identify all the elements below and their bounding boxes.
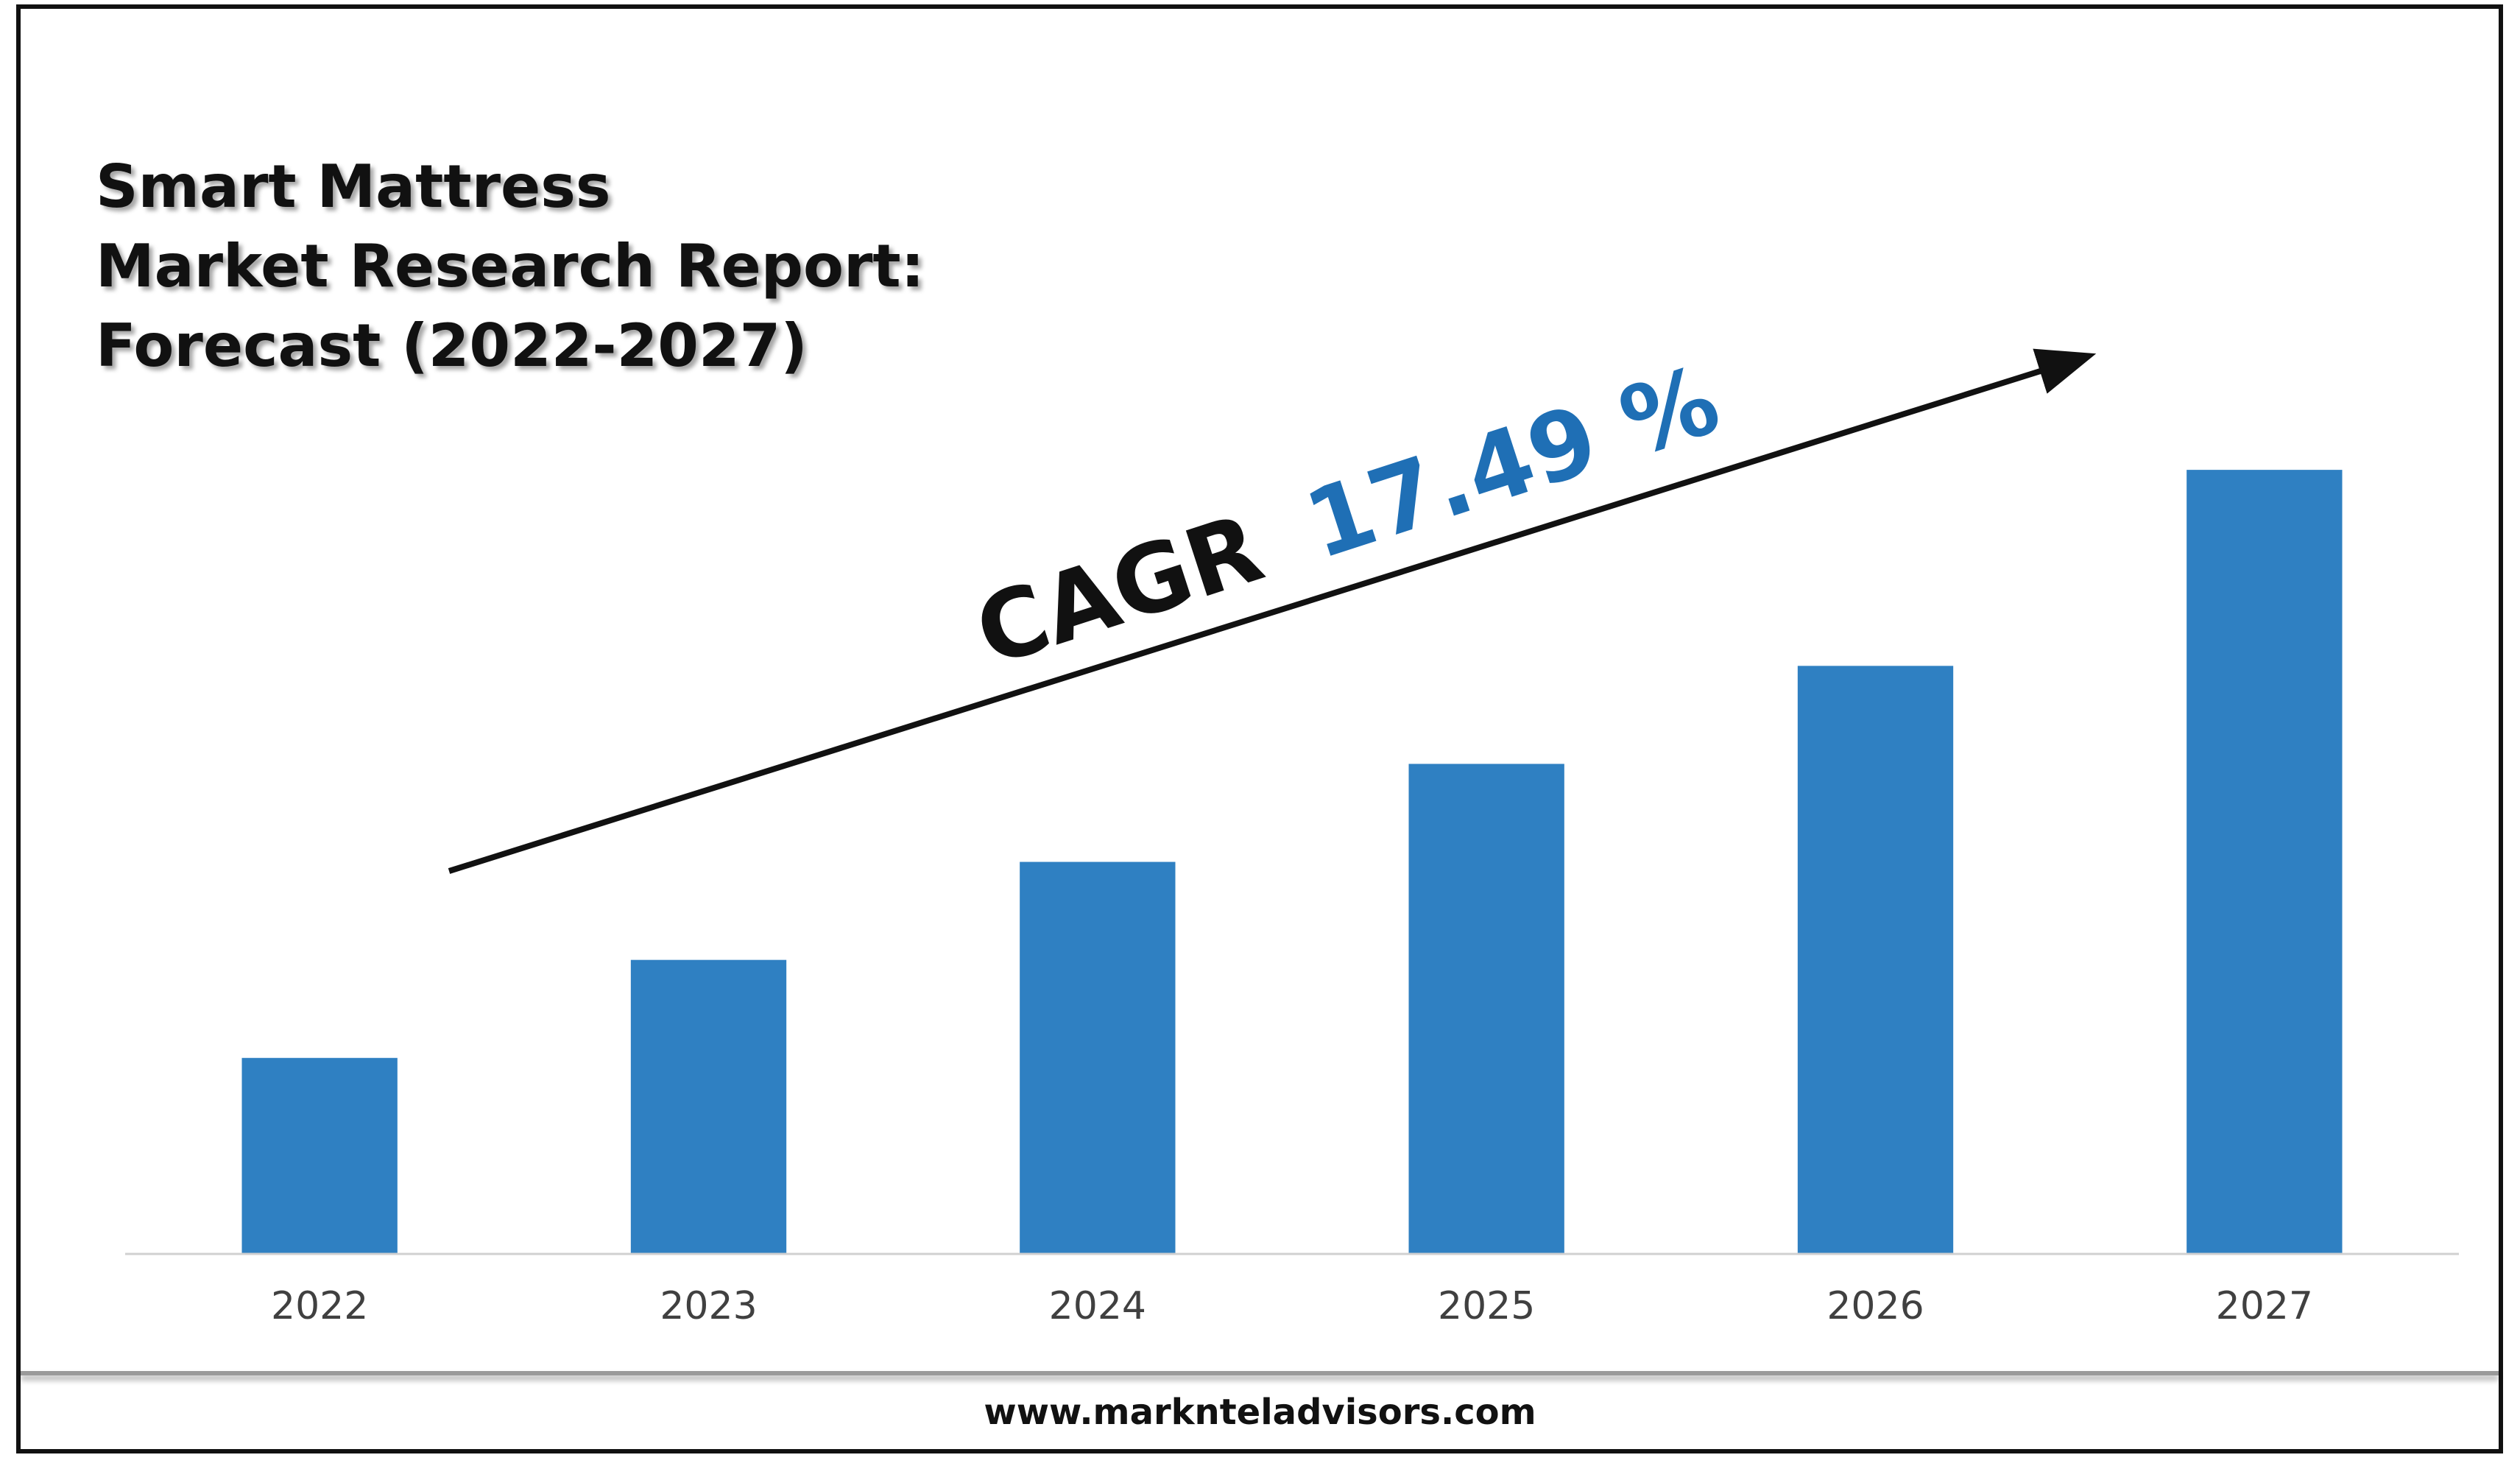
bar-series <box>241 470 2343 1254</box>
bar-2024 <box>1020 861 1176 1254</box>
trend-arrow <box>448 348 2097 874</box>
chart-frame <box>16 4 2503 1453</box>
bar-2025 <box>1408 764 1564 1254</box>
bar-2026 <box>1797 666 1954 1254</box>
x-tick-label: 2023 <box>660 1284 757 1328</box>
footer-divider <box>21 1371 2499 1375</box>
bar-2022 <box>241 1057 398 1254</box>
x-tick-label: 2024 <box>1049 1284 1146 1328</box>
footer-url: www.marknteladvisors.com <box>984 1392 1536 1433</box>
title-line-3: Forecast (2022-2027) <box>96 311 808 380</box>
bar-2023 <box>630 959 787 1254</box>
title-line-1: Smart Mattress <box>96 152 611 221</box>
x-tick-labels: 2022 2023 2024 2025 2026 2027 <box>271 1284 2313 1328</box>
x-tick-label: 2027 <box>2216 1284 2313 1328</box>
chart-title: Smart Mattress Market Research Report: F… <box>96 147 925 386</box>
title-line-2: Market Research Report: <box>96 232 925 300</box>
x-tick-label: 2022 <box>271 1284 368 1328</box>
cagr-value: 17.49 % <box>1293 345 1732 581</box>
cagr-annotation: CAGR 17.49 % <box>964 345 1732 688</box>
bar-2027 <box>2187 470 2343 1254</box>
x-tick-label: 2025 <box>1438 1284 1535 1328</box>
x-tick-label: 2026 <box>1827 1284 1924 1328</box>
